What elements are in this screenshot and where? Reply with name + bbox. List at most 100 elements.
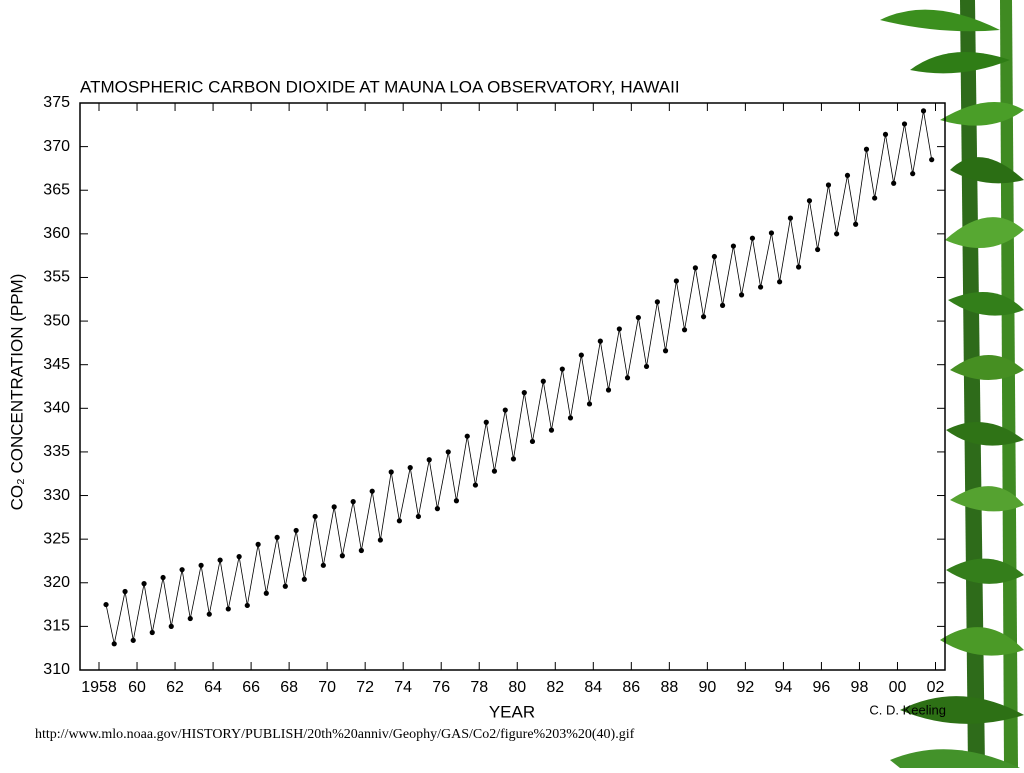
- data-point: [540, 378, 546, 384]
- data-point: [320, 562, 326, 568]
- data-point: [806, 198, 813, 204]
- data-point: [339, 553, 345, 559]
- data-point: [130, 637, 136, 643]
- data-point: [377, 537, 383, 543]
- data-point: [719, 302, 726, 308]
- x-axis-title: YEAR: [489, 702, 535, 721]
- y-tick-label: 370: [43, 138, 70, 155]
- data-point: [179, 567, 185, 573]
- data-point: [453, 498, 460, 504]
- data-point: [358, 547, 364, 554]
- y-tick-label: 345: [43, 356, 70, 373]
- data-point: [692, 265, 698, 271]
- data-point: [872, 195, 878, 201]
- chart-title: ATMOSPHERIC CARBON DIOXIDE AT MAUNA LOA …: [80, 77, 680, 96]
- data-point: [597, 338, 603, 344]
- data-point: [711, 253, 717, 260]
- x-tick-label: 80: [508, 679, 526, 696]
- y-tick-label: 350: [43, 312, 70, 329]
- data-point: [578, 352, 584, 358]
- y-tick-label: 325: [43, 530, 70, 547]
- data-point: [891, 180, 897, 186]
- x-tick-label: 64: [204, 679, 222, 696]
- data-point: [122, 588, 128, 595]
- data-point: [263, 590, 269, 596]
- x-tick-label: 74: [394, 679, 412, 696]
- y-tick-label: 360: [43, 225, 70, 242]
- data-point: [643, 363, 650, 370]
- data-point: [217, 557, 223, 563]
- data-point: [388, 469, 394, 475]
- data-point: [491, 468, 498, 474]
- data-point: [111, 641, 117, 647]
- data-point: [407, 465, 413, 471]
- x-tick-label: 82: [546, 679, 564, 696]
- data-point: [331, 504, 337, 510]
- data-point: [168, 623, 174, 629]
- data-point: [472, 482, 479, 488]
- data-point: [464, 433, 470, 439]
- data-point: [624, 375, 631, 381]
- data-point: [882, 131, 889, 138]
- y-tick-label: 365: [43, 181, 70, 198]
- data-point: [529, 438, 536, 445]
- data-point: [149, 629, 155, 636]
- data-point: [141, 581, 147, 587]
- y-tick-label: 340: [43, 400, 70, 417]
- data-point: [369, 488, 375, 494]
- x-tick-label: 90: [698, 679, 716, 696]
- y-tick-label: 310: [43, 661, 70, 678]
- y-tick-label: 335: [43, 443, 70, 460]
- data-point: [929, 157, 935, 163]
- data-point: [654, 299, 660, 305]
- y-axis-title: CO₂ CONCENTRATION (PPM): [7, 274, 26, 511]
- data-point: [834, 231, 840, 237]
- data-point: [920, 108, 927, 114]
- data-point: [863, 146, 870, 152]
- data-point: [901, 121, 908, 127]
- data-point: [787, 215, 794, 221]
- plot-frame: [79, 102, 946, 671]
- x-tick-label: 70: [318, 679, 336, 696]
- data-point: [274, 534, 280, 541]
- data-point: [700, 314, 707, 320]
- x-tick-label: 76: [432, 679, 450, 696]
- x-tick-label: 02: [927, 679, 945, 696]
- data-point: [198, 562, 204, 568]
- data-point: [738, 292, 745, 298]
- data-point: [434, 506, 441, 512]
- x-tick-label: 66: [242, 679, 260, 696]
- data-point: [396, 518, 402, 524]
- data-point: [350, 499, 356, 505]
- data-point: [635, 314, 641, 321]
- x-tick-label: 98: [851, 679, 869, 696]
- bamboo-decoration: [880, 0, 1024, 768]
- x-tick-label: 92: [736, 679, 754, 696]
- data-point: [301, 576, 307, 582]
- data-point: [510, 456, 517, 462]
- data-point: [910, 171, 916, 177]
- data-point: [749, 235, 756, 241]
- data-point: [853, 221, 859, 227]
- data-point: [483, 419, 489, 425]
- x-tick-label: 60: [128, 679, 146, 696]
- data-point: [521, 390, 527, 396]
- data-point: [312, 513, 318, 520]
- data-point: [616, 326, 622, 332]
- data-point: [225, 606, 231, 612]
- data-point: [502, 407, 508, 413]
- credit: C. D. Keeling: [869, 702, 946, 717]
- x-tick-label: 88: [660, 679, 678, 696]
- data-point: [255, 541, 261, 547]
- x-tick-label: 84: [584, 679, 602, 696]
- data-point: [681, 327, 688, 333]
- data-point: [236, 554, 242, 560]
- data-point: [548, 427, 555, 433]
- data-point: [187, 615, 193, 622]
- data-point: [244, 602, 250, 609]
- data-point: [206, 611, 212, 617]
- data-point: [293, 527, 299, 534]
- y-tick-label: 320: [43, 574, 70, 591]
- data-point: [673, 278, 679, 284]
- data-point: [825, 182, 832, 188]
